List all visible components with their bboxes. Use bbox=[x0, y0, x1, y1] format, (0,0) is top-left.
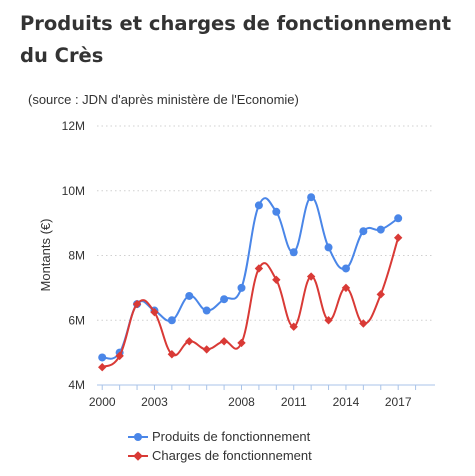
data-point[interactable] bbox=[254, 201, 263, 210]
legend-swatch-produits bbox=[128, 431, 148, 443]
chart-title: Produits et charges de fonctionnement du… bbox=[20, 12, 452, 67]
data-point[interactable] bbox=[185, 291, 194, 300]
data-point[interactable] bbox=[359, 227, 368, 236]
grid-lines bbox=[97, 125, 433, 321]
y-tick-label: 10M bbox=[62, 184, 85, 198]
y-tick-label: 4M bbox=[68, 378, 85, 392]
x-tick-label: 2011 bbox=[281, 395, 307, 409]
data-point[interactable] bbox=[167, 350, 177, 359]
data-point[interactable] bbox=[376, 225, 385, 234]
data-point[interactable] bbox=[272, 207, 281, 216]
legend-label-charges: Charges de fonctionnement bbox=[152, 448, 312, 463]
data-point[interactable] bbox=[237, 338, 246, 348]
data-point[interactable] bbox=[324, 243, 333, 252]
data-point[interactable] bbox=[289, 248, 298, 257]
data-point[interactable] bbox=[393, 233, 403, 242]
legend-item-charges[interactable]: Charges de fonctionnement bbox=[128, 446, 312, 465]
x-tick-label: 2000 bbox=[89, 395, 116, 409]
x-axis-ticks: 2000 2003 2008 2011 2014 2017 bbox=[89, 385, 417, 409]
data-point[interactable] bbox=[341, 264, 350, 273]
data-point[interactable] bbox=[359, 319, 368, 328]
data-point[interactable] bbox=[202, 306, 211, 315]
y-tick-label: 8M bbox=[68, 249, 85, 263]
x-tick-label: 2003 bbox=[141, 395, 168, 409]
data-point[interactable] bbox=[307, 193, 316, 202]
x-tick-label: 2008 bbox=[228, 395, 255, 409]
legend-swatch-charges bbox=[128, 450, 148, 462]
series-layer bbox=[98, 193, 403, 372]
data-point[interactable] bbox=[376, 290, 385, 299]
y-tick-label: 12M bbox=[62, 119, 85, 133]
data-point[interactable] bbox=[324, 316, 333, 325]
data-point[interactable] bbox=[272, 275, 281, 284]
data-point[interactable] bbox=[394, 214, 403, 223]
data-point[interactable] bbox=[185, 337, 194, 346]
data-point[interactable] bbox=[98, 362, 107, 372]
data-point[interactable] bbox=[150, 307, 159, 317]
data-point[interactable] bbox=[219, 337, 229, 346]
data-point[interactable] bbox=[132, 299, 142, 309]
data-point[interactable] bbox=[167, 316, 176, 325]
data-point[interactable] bbox=[115, 351, 124, 361]
data-point[interactable] bbox=[289, 322, 298, 331]
legend-item-produits[interactable]: Produits de fonctionnement bbox=[128, 427, 312, 446]
y-axis-label: Montants (€) bbox=[38, 219, 53, 292]
data-point[interactable] bbox=[306, 272, 316, 281]
series-charges bbox=[98, 233, 403, 372]
x-tick-label: 2014 bbox=[333, 395, 360, 409]
legend: Produits de fonctionnement Charges de fo… bbox=[128, 427, 312, 465]
data-point[interactable] bbox=[341, 283, 351, 293]
series-line bbox=[101, 196, 399, 360]
y-axis-ticks: 4M 6M 8M 10M 12M bbox=[62, 119, 85, 392]
data-point[interactable] bbox=[98, 353, 107, 362]
data-point[interactable] bbox=[237, 283, 246, 292]
series-produits bbox=[98, 193, 403, 362]
chart-subtitle: (source : JDN d'après ministère de l'Eco… bbox=[28, 92, 299, 107]
legend-label-produits: Produits de fonctionnement bbox=[152, 429, 311, 444]
data-point[interactable] bbox=[202, 345, 211, 354]
x-tick-label: 2017 bbox=[385, 395, 412, 409]
y-tick-label: 6M bbox=[68, 313, 85, 327]
data-point[interactable] bbox=[254, 264, 264, 273]
data-point[interactable] bbox=[220, 295, 229, 304]
